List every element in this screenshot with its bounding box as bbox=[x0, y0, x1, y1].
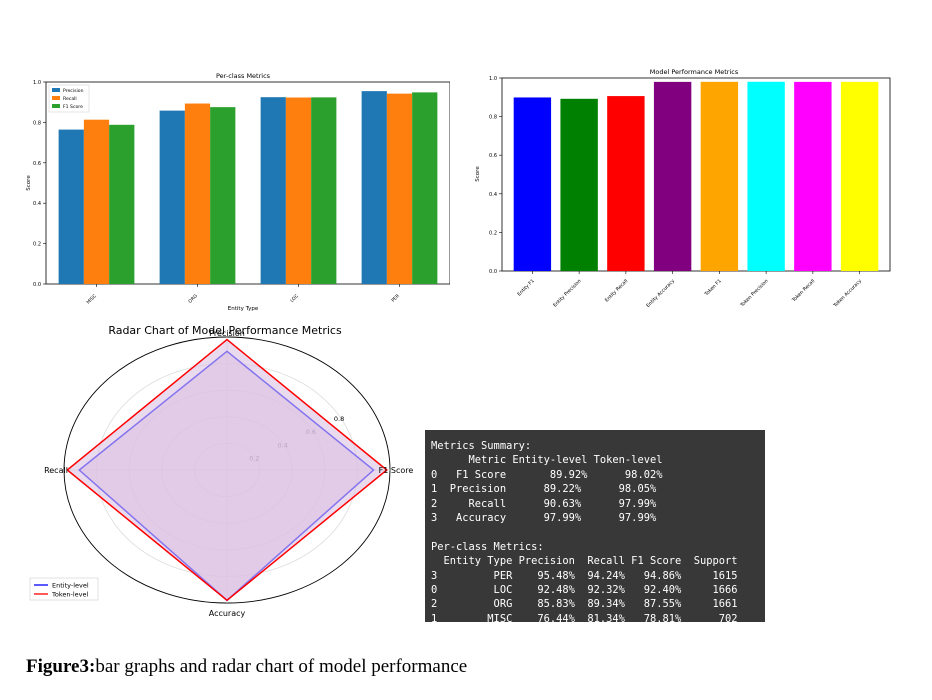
console-line: 3 Accuracy 97.99% 97.99% bbox=[431, 511, 657, 524]
per-class-bar bbox=[260, 97, 286, 284]
per-class-bar bbox=[83, 119, 110, 284]
per-class-x-tick-label: MISC bbox=[86, 293, 98, 305]
radar-r-tick-label: 0.8 bbox=[334, 415, 344, 423]
console-line bbox=[431, 525, 765, 539]
per-class-y-tick-label: 0.0 bbox=[33, 282, 41, 288]
per-class-y-tick-label: 0.8 bbox=[33, 120, 41, 126]
per-class-legend-swatch bbox=[52, 96, 60, 100]
overall-x-tick-label: Entity Recall bbox=[604, 278, 629, 303]
overall-x-tick-label: Entity F1 bbox=[516, 278, 535, 297]
overall-y-tick-label: 0.8 bbox=[489, 115, 497, 121]
radar-axis-label: Accuracy bbox=[209, 609, 246, 618]
per-class-chart-title: Per-class Metrics bbox=[216, 72, 271, 80]
console-line: 3 PER 95.48% 94.24% 94.86% 1615 bbox=[431, 569, 738, 582]
overall-y-tick-label: 0.4 bbox=[489, 192, 497, 198]
per-class-legend-label: Precision bbox=[63, 88, 84, 94]
radar-chart: Radar Chart of Model Performance Metrics… bbox=[29, 324, 414, 618]
overall-bar bbox=[700, 81, 739, 271]
overall-bar bbox=[607, 96, 645, 271]
radar-chart-title: Radar Chart of Model Performance Metrics bbox=[108, 324, 342, 337]
per-class-legend-label: Recall bbox=[63, 96, 77, 102]
radar-legend-label: Token-level bbox=[51, 591, 88, 599]
overall-y-tick-label: 0.6 bbox=[489, 153, 497, 159]
overall-x-tick-label: Token Recall bbox=[790, 278, 816, 304]
per-class-bar bbox=[184, 103, 211, 284]
per-class-y-axis-label: Score bbox=[26, 175, 32, 191]
per-class-y-tick-label: 1.0 bbox=[33, 80, 41, 86]
per-class-legend-swatch bbox=[52, 88, 60, 92]
overall-x-tick-label: Token F1 bbox=[703, 278, 723, 298]
per-class-x-tick-label: PER bbox=[390, 293, 401, 304]
overall-x-tick-label: Token Precision bbox=[739, 278, 770, 309]
radar-axis-label: Recall bbox=[44, 466, 68, 475]
console-line: 1 Precision 89.22% 98.05% bbox=[431, 483, 657, 496]
overall-chart-title: Model Performance Metrics bbox=[650, 68, 739, 76]
overall-y-tick-label: 0.0 bbox=[489, 269, 497, 275]
model-performance-metrics-chart: Model Performance Metrics Score 0.0 0.2 0.… bbox=[475, 68, 891, 309]
overall-bar bbox=[513, 97, 552, 271]
per-class-bar bbox=[109, 124, 135, 284]
figure-caption-text: bar graphs and radar chart of model perf… bbox=[95, 656, 468, 677]
per-class-bar bbox=[361, 91, 387, 284]
console-line: Metric Entity-level Token-level bbox=[431, 454, 663, 467]
per-class-bar bbox=[210, 107, 236, 284]
overall-bar bbox=[794, 81, 832, 271]
console-line: 0 F1 Score 89.92% 98.02% bbox=[431, 468, 663, 481]
console-line: 1 MISC 76.44% 81.34% 78.81% 702 bbox=[431, 612, 738, 622]
radar-series-polygon bbox=[66, 338, 388, 602]
per-class-plot-frame bbox=[45, 81, 450, 285]
console-line: Entity Type Precision Recall F1 Score Su… bbox=[431, 555, 738, 568]
metrics-console-output: Metrics Summary: Metric Entity-level Tok… bbox=[425, 430, 765, 622]
overall-bar bbox=[840, 81, 879, 271]
overall-plot-frame bbox=[501, 77, 891, 272]
overall-x-tick-label: Entity Precision bbox=[552, 278, 582, 308]
per-class-legend-swatch bbox=[52, 104, 60, 108]
per-class-bar bbox=[159, 110, 185, 284]
per-class-y-tick-label: 0.2 bbox=[33, 242, 41, 248]
per-class-y-tick-label: 0.6 bbox=[33, 161, 41, 167]
console-line: 2 ORG 85.83% 89.34% 87.55% 1661 bbox=[431, 598, 738, 611]
radar-legend-label: Entity-level bbox=[52, 582, 89, 590]
overall-y-tick-label: 1.0 bbox=[489, 76, 497, 82]
overall-x-tick-label: Token Accuracy bbox=[832, 278, 863, 309]
per-class-bar bbox=[412, 92, 438, 284]
overall-bar bbox=[747, 81, 785, 271]
overall-bar bbox=[653, 81, 692, 271]
per-class-bar bbox=[285, 97, 312, 284]
radar-axis-label: F1 Score bbox=[379, 466, 414, 475]
overall-y-tick-label: 0.2 bbox=[489, 230, 497, 236]
per-class-bar bbox=[311, 97, 337, 285]
console-line: 0 LOC 92.48% 92.32% 92.40% 1666 bbox=[431, 583, 738, 596]
per-class-metrics-chart: Per-class Metrics Score Entity Type 0.0 0… bbox=[26, 72, 450, 312]
per-class-y-tick-label: 0.4 bbox=[33, 201, 41, 207]
per-class-legend: Precision Recall F1 Score bbox=[48, 84, 90, 113]
console-line: 2 Recall 90.63% 97.99% bbox=[431, 497, 657, 510]
per-class-bar bbox=[386, 93, 413, 285]
overall-bar bbox=[560, 98, 598, 271]
per-class-x-tick-label: LOC bbox=[289, 293, 300, 304]
per-class-bar bbox=[58, 129, 84, 284]
overall-y-axis-label: Score bbox=[475, 166, 481, 182]
radar-axis-label: Precision bbox=[209, 329, 245, 338]
per-class-x-tick-label: ORG bbox=[187, 293, 199, 305]
per-class-legend-label: F1 Score bbox=[63, 104, 83, 110]
per-class-x-axis-label: Entity Type bbox=[228, 306, 259, 312]
overall-x-tick-label: Entity Accuracy bbox=[645, 278, 676, 309]
console-line: Metrics Summary: bbox=[431, 440, 532, 452]
console-line: Per-class Metrics: bbox=[431, 540, 544, 553]
figure-caption: Figure3:bar graphs and radar chart of mo… bbox=[26, 656, 467, 678]
figure-caption-label: Figure3: bbox=[26, 656, 96, 677]
